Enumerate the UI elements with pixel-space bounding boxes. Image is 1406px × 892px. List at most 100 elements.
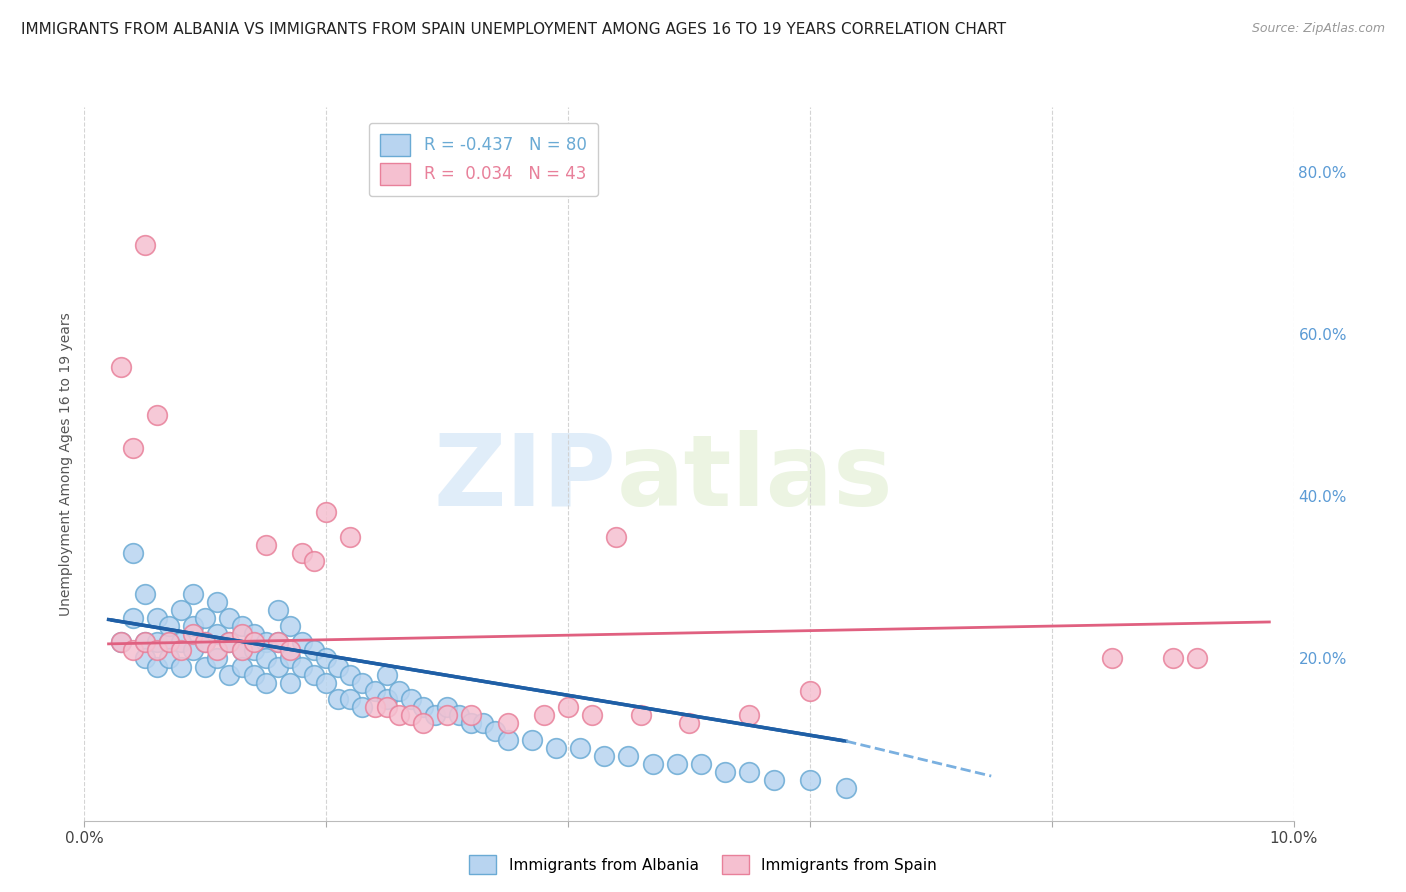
Point (267, 659, 290, 673)
Point (315, 651, 337, 665)
Point (231, 643, 253, 657)
Y-axis label: Unemployment Among Ages 16 to 19 years: Unemployment Among Ages 16 to 19 years (59, 312, 73, 615)
Point (799, 773, 821, 788)
Point (278, 643, 301, 657)
Point (207, 651, 229, 665)
Point (315, 675, 337, 690)
Point (665, 756, 688, 771)
Point (207, 595, 229, 609)
Point (363, 684, 385, 698)
Point (121, 611, 143, 625)
Point (339, 530, 361, 544)
Point (581, 708, 603, 723)
Legend: Immigrants from Albania, Immigrants from Spain: Immigrants from Albania, Immigrants from… (463, 849, 943, 880)
Text: atlas: atlas (616, 430, 893, 526)
Point (412, 716, 434, 731)
Point (254, 675, 277, 690)
Point (194, 635, 217, 649)
Point (436, 708, 458, 723)
Point (231, 659, 253, 673)
Point (194, 659, 217, 673)
Point (146, 408, 169, 422)
Point (399, 708, 422, 723)
Point (134, 651, 156, 665)
Point (170, 635, 193, 649)
Point (315, 506, 337, 520)
Point (110, 635, 132, 649)
Point (218, 635, 240, 649)
Point (231, 627, 253, 641)
Point (375, 700, 398, 714)
Point (194, 635, 217, 649)
Point (1161, 651, 1184, 665)
Point (194, 611, 217, 625)
Point (352, 675, 374, 690)
Point (231, 619, 253, 633)
Point (339, 692, 361, 706)
Point (278, 619, 301, 633)
Point (617, 748, 640, 763)
Point (157, 635, 180, 649)
Point (1185, 651, 1208, 665)
Point (302, 554, 325, 568)
Point (242, 643, 264, 657)
Point (484, 724, 506, 739)
Point (157, 619, 180, 633)
Point (134, 635, 156, 649)
Point (449, 708, 471, 723)
Point (557, 700, 579, 714)
Point (352, 700, 374, 714)
Text: ZIP: ZIP (433, 430, 616, 526)
Point (690, 756, 713, 771)
Text: IMMIGRANTS FROM ALBANIA VS IMMIGRANTS FROM SPAIN UNEMPLOYMENT AMONG AGES 16 TO 1: IMMIGRANTS FROM ALBANIA VS IMMIGRANTS FR… (21, 22, 1007, 37)
Point (412, 700, 434, 714)
Point (630, 708, 652, 723)
Point (762, 773, 785, 788)
Point (146, 659, 169, 673)
Point (157, 651, 180, 665)
Point (254, 538, 277, 552)
Point (799, 684, 821, 698)
Point (375, 692, 398, 706)
Point (423, 708, 446, 723)
Point (231, 643, 253, 657)
Point (242, 635, 264, 649)
Point (714, 764, 737, 779)
Point (496, 716, 519, 731)
Point (496, 732, 519, 747)
Point (134, 635, 156, 649)
Point (302, 643, 325, 657)
Point (328, 692, 350, 706)
Point (291, 659, 314, 673)
Point (121, 546, 143, 560)
Point (218, 667, 240, 681)
Point (278, 675, 301, 690)
Point (460, 708, 482, 723)
Point (218, 635, 240, 649)
Point (399, 692, 422, 706)
Point (302, 667, 325, 681)
Point (170, 603, 193, 617)
Point (678, 716, 700, 731)
Point (436, 700, 458, 714)
Point (207, 627, 229, 641)
Point (593, 748, 616, 763)
Point (121, 441, 143, 455)
Point (218, 611, 240, 625)
Point (738, 708, 761, 723)
Point (242, 667, 264, 681)
Point (170, 643, 193, 657)
Point (278, 651, 301, 665)
Point (533, 708, 555, 723)
Point (569, 740, 592, 755)
Point (110, 359, 132, 374)
Legend: R = -0.437   N = 80, R =  0.034   N = 43: R = -0.437 N = 80, R = 0.034 N = 43 (368, 122, 598, 196)
Point (460, 716, 482, 731)
Point (170, 659, 193, 673)
Point (181, 643, 204, 657)
Point (157, 635, 180, 649)
Point (146, 635, 169, 649)
Point (146, 643, 169, 657)
Point (835, 781, 858, 796)
Point (181, 627, 204, 641)
